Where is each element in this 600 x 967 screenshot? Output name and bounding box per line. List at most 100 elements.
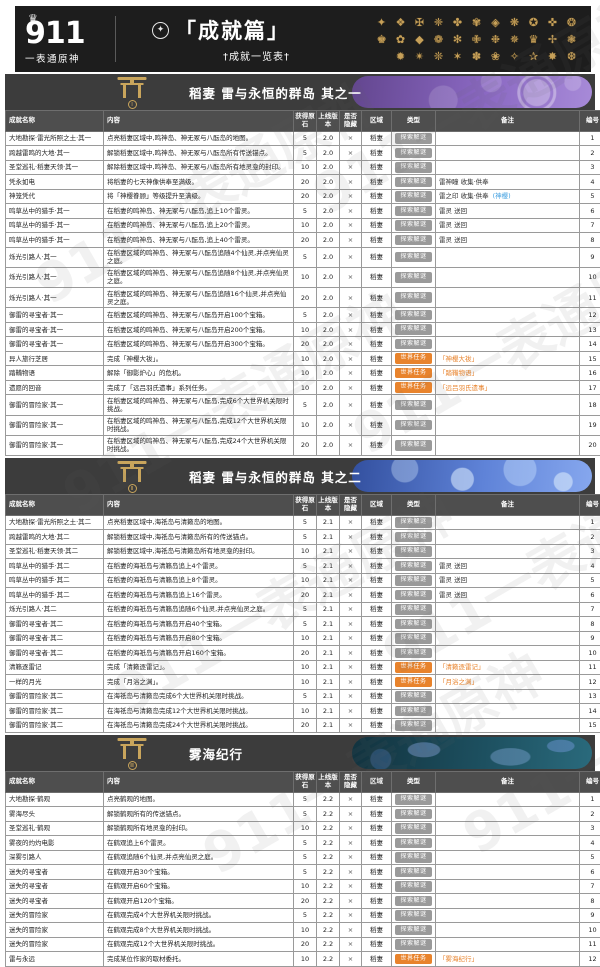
cell-content: 完成某位作家的取材委托。 <box>104 952 294 967</box>
cell-region: 稻妻 <box>362 923 392 938</box>
achievement-badge-icon: ✸ <box>545 49 560 64</box>
cell-primogems: 5 <box>294 247 317 267</box>
cell-region: 稻妻 <box>362 689 392 704</box>
cell-type: 探索解谜 <box>392 850 436 865</box>
section-inazuma-part1: Ⅰ 稻妻 雷与永恒的群岛 其之一 成就名称内容获得原石上线版本是否隐藏区域类型备… <box>5 74 595 456</box>
cell-note: 雷神瞳 收集·供奉 <box>436 175 580 190</box>
cell-version: 2.0 <box>317 267 340 287</box>
cell-number: 15 <box>580 351 600 366</box>
achievement-badge-icon: ✰ <box>526 49 541 64</box>
cell-type: 世界任务 <box>392 366 436 381</box>
type-badge: 世界任务 <box>395 368 431 379</box>
section-art <box>352 460 592 492</box>
note-text: 雷灵 送回 <box>439 576 467 584</box>
cell-note: 「清籁逐雷记」 <box>436 660 580 675</box>
achievement-badge-icon: ✶ <box>450 49 465 64</box>
type-badge: 探索解谜 <box>395 517 431 528</box>
cell-version: 2.2 <box>317 923 340 938</box>
cell-version: 2.2 <box>317 792 340 807</box>
cell-version: 2.1 <box>317 660 340 675</box>
cell-hidden: × <box>340 646 362 661</box>
cell-hidden: × <box>340 807 362 822</box>
cell-type: 探索解谜 <box>392 559 436 574</box>
cell-primogems: 10 <box>294 923 317 938</box>
cell-region: 稻妻 <box>362 908 392 923</box>
cell-region: 稻妻 <box>362 351 392 366</box>
column-header: 上线版本 <box>317 495 340 516</box>
cell-content: 在稻妻区域的鸣神岛、神无冢与八酝岛追随4个仙灵,并点亮仙灵之庭。 <box>104 247 294 267</box>
note-quest-text: 「清籁逐雷记」 <box>439 663 485 671</box>
cell-primogems: 20 <box>294 337 317 352</box>
type-badge: 世界任务 <box>395 382 431 393</box>
achievement-badge-grid: ✦❖✠❈✤✾◈❋✪✜❂♚✿◆❁✻✙❉✵♛✢❃✹✴❊✶✽❀✧✰✸❆ <box>374 15 583 64</box>
cell-version: 2.1 <box>317 617 340 632</box>
cell-hidden: × <box>340 821 362 836</box>
achievement-badge-icon: ✢ <box>545 32 560 47</box>
cell-hidden: × <box>340 435 362 455</box>
type-badge: 探索解谜 <box>395 220 431 231</box>
cell-type: 探索解谜 <box>392 588 436 603</box>
cell-note <box>436 646 580 661</box>
achievement-badge-icon: ✙ <box>469 32 484 47</box>
type-badge: 探索解谜 <box>395 896 431 907</box>
column-header: 编号 <box>580 772 600 793</box>
cell-note <box>436 515 580 530</box>
achievement-sheet: ♛ 911 一表通原神 ✦ 「成就篇」 †成就一览表† ✦❖✠❈✤✾◈❋✪✜❂♚… <box>0 0 600 812</box>
column-header: 编号 <box>580 495 600 516</box>
cell-number: 12 <box>580 675 600 690</box>
section-numeral: Ⅲ <box>128 761 137 770</box>
cell-note <box>436 937 580 952</box>
type-badge: 探索解谜 <box>395 838 431 849</box>
cell-version: 2.1 <box>317 689 340 704</box>
cell-achievement-name: 雾夜的灼灼电影 <box>6 836 104 851</box>
cell-region: 稻妻 <box>362 660 392 675</box>
cell-type: 探索解谜 <box>392 267 436 287</box>
achievement-badge-icon: ❁ <box>431 32 446 47</box>
achievement-badge-icon: ❆ <box>564 49 579 64</box>
cell-primogems: 10 <box>294 160 317 175</box>
cell-region: 稻妻 <box>362 288 392 308</box>
cell-type: 探索解谜 <box>392 631 436 646</box>
cell-content: 点亮稻妻区域中,海祇岛与清籁岛的地图。 <box>104 515 294 530</box>
cell-primogems: 10 <box>294 415 317 435</box>
cell-primogems: 5 <box>294 836 317 851</box>
cell-note <box>436 267 580 287</box>
type-badge: 探索解谜 <box>395 546 431 557</box>
cell-content: 解锁稻妻区域中,鸣神岛、神无冢与八酝岛所有传送锚点。 <box>104 146 294 161</box>
logo-subtitle: 一表通原神 <box>25 51 109 65</box>
type-badge: 探索解谜 <box>395 794 431 805</box>
cell-achievement-name: 跨越雷鸣的大地·其二 <box>6 530 104 545</box>
section-inazuma-part2: Ⅱ 稻妻 雷与永恒的群岛 其之二 成就名称内容获得原石上线版本是否隐藏区域类型备… <box>5 458 595 733</box>
achievement-badge-icon: ✤ <box>450 15 465 30</box>
cell-content: 解除稻妻区域中,鸣神岛、神无冢与八酝岛所有地灵龛的封印。 <box>104 160 294 175</box>
cell-hidden: × <box>340 337 362 352</box>
cell-hidden: × <box>340 322 362 337</box>
cell-version: 2.0 <box>317 380 340 395</box>
cell-region: 稻妻 <box>362 879 392 894</box>
cell-content: 在稻妻的鸣神岛、神无冢与八酝岛,追上10个雷灵。 <box>104 204 294 219</box>
table-row: 烁光引路人·其一在稻妻区域的鸣神岛、神无冢与八酝岛追随4个仙灵,并点亮仙灵之庭。… <box>6 247 600 267</box>
table-row: 圣堂巡礼·稻妻天领·其一解除稻妻区域中,鸣神岛、神无冢与八酝岛所有地灵龛的封印。… <box>6 160 600 175</box>
cell-primogems: 5 <box>294 807 317 822</box>
achievement-badge-icon: ✠ <box>412 15 427 30</box>
cell-content: 在海祇岛与清籁岛完成24个大世界机关限时挑战。 <box>104 718 294 733</box>
section-header: Ⅲ 雾海纪行 <box>5 735 595 771</box>
cell-content: 在鹤观开启120个宝箱。 <box>104 894 294 909</box>
cell-note: 「神樱大祓」 <box>436 351 580 366</box>
cell-content: 将「神樱眷顾」等级提升至满级。 <box>104 189 294 204</box>
note-link[interactable]: (神樱) <box>493 192 511 200</box>
cell-hidden: × <box>340 588 362 603</box>
cell-hidden: × <box>340 146 362 161</box>
achievement-badge-icon: ♚ <box>374 32 389 47</box>
